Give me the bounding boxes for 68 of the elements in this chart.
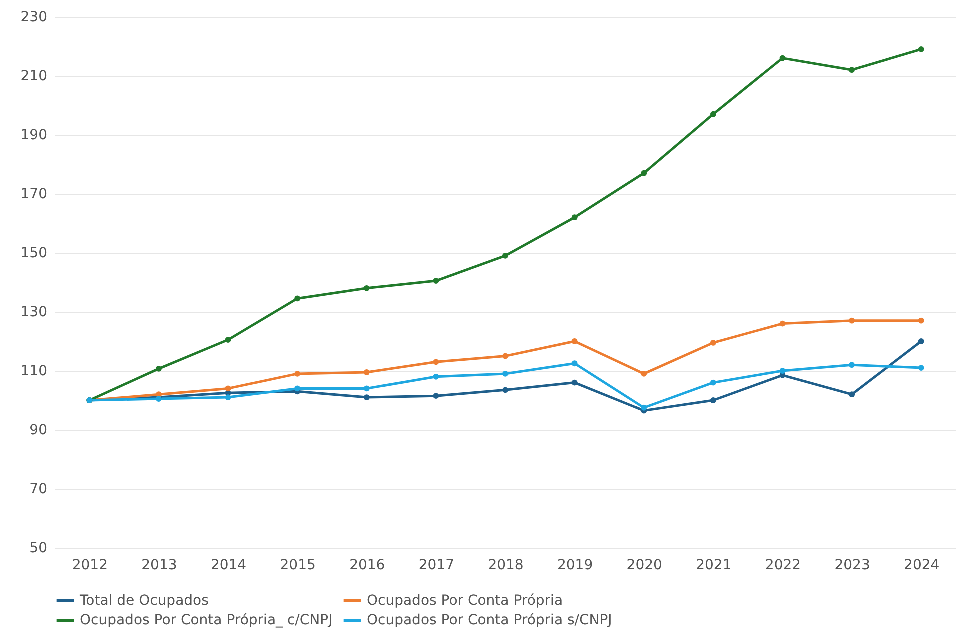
point bbox=[433, 374, 440, 380]
point bbox=[225, 337, 232, 343]
point bbox=[433, 278, 440, 284]
point bbox=[572, 214, 578, 221]
legend-label: Ocupados Por Conta Própria_ c/CNPJ bbox=[80, 612, 333, 628]
point bbox=[364, 394, 370, 400]
y-tick-label: 90 bbox=[30, 422, 48, 438]
point bbox=[849, 362, 855, 368]
y-tick-label: 70 bbox=[30, 482, 48, 498]
y-tick-label: 130 bbox=[20, 304, 48, 320]
x-tick-label: 2014 bbox=[210, 558, 247, 574]
legend-label: Ocupados Por Conta Própria s/CNPJ bbox=[367, 612, 612, 628]
point bbox=[641, 371, 648, 377]
point bbox=[849, 318, 855, 324]
x-tick-label: 2022 bbox=[765, 558, 802, 574]
point bbox=[502, 371, 508, 377]
point bbox=[641, 404, 648, 411]
point bbox=[710, 380, 716, 386]
x-tick-label: 2017 bbox=[418, 558, 455, 574]
point bbox=[710, 398, 716, 404]
point bbox=[918, 338, 924, 344]
point bbox=[225, 386, 232, 392]
y-tick-label: 190 bbox=[20, 128, 48, 144]
x-tick-label: 2019 bbox=[557, 558, 594, 574]
point bbox=[849, 67, 855, 74]
y-tick-label: 210 bbox=[20, 68, 48, 84]
y-tick-label: 230 bbox=[20, 10, 48, 26]
y-tick-label: 50 bbox=[30, 540, 48, 556]
point bbox=[780, 55, 786, 62]
x-tick-label: 2015 bbox=[280, 558, 316, 574]
point bbox=[502, 387, 508, 394]
point bbox=[502, 253, 508, 259]
x-tick-label: 2013 bbox=[142, 558, 178, 574]
x-tick-label: 2018 bbox=[488, 558, 524, 574]
y-tick-label: 170 bbox=[20, 186, 48, 202]
point bbox=[849, 392, 855, 398]
point bbox=[294, 386, 301, 392]
point bbox=[780, 320, 786, 327]
point bbox=[780, 368, 786, 374]
point bbox=[156, 366, 162, 372]
x-tick-label: 2024 bbox=[904, 558, 940, 574]
legend-label: Ocupados Por Conta Própria bbox=[367, 592, 564, 609]
point bbox=[572, 380, 578, 386]
point bbox=[918, 365, 924, 371]
x-tick-label: 2020 bbox=[626, 558, 662, 574]
point bbox=[364, 285, 370, 292]
point bbox=[572, 360, 578, 367]
point bbox=[433, 393, 440, 400]
point bbox=[364, 370, 370, 376]
y-tick-label: 110 bbox=[20, 364, 48, 380]
point bbox=[225, 394, 232, 400]
x-tick-label: 2016 bbox=[350, 558, 386, 574]
point bbox=[294, 296, 301, 302]
x-tick-label: 2021 bbox=[696, 558, 732, 574]
point bbox=[641, 170, 648, 176]
y-tick-label: 150 bbox=[20, 246, 48, 262]
point bbox=[433, 359, 440, 366]
point bbox=[710, 340, 716, 346]
point bbox=[918, 46, 924, 52]
point bbox=[294, 371, 301, 377]
x-tick-label: 2012 bbox=[72, 558, 108, 574]
point bbox=[364, 386, 370, 392]
point bbox=[572, 338, 578, 344]
point bbox=[710, 111, 716, 118]
x-tick-label: 2023 bbox=[834, 558, 870, 574]
point bbox=[918, 318, 924, 324]
legend-label: Total de Ocupados bbox=[79, 592, 209, 609]
point bbox=[502, 353, 508, 360]
